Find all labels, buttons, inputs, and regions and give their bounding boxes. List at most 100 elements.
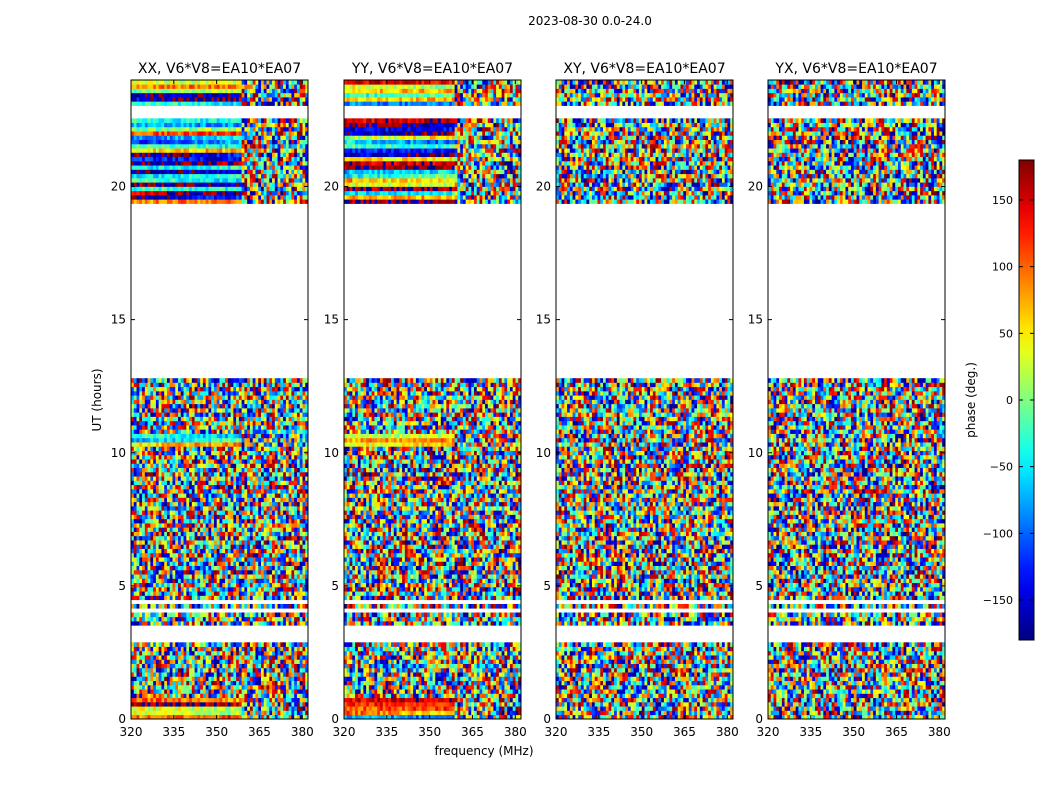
cell xyxy=(216,467,220,473)
cell xyxy=(233,420,237,426)
cell xyxy=(238,689,242,694)
cell xyxy=(211,557,215,562)
cell xyxy=(294,706,298,711)
cell xyxy=(302,535,306,541)
cell xyxy=(288,621,292,626)
cell xyxy=(175,437,179,443)
cell xyxy=(180,442,184,447)
cell xyxy=(133,480,137,486)
cell xyxy=(227,395,231,400)
cell xyxy=(216,408,220,413)
cell xyxy=(222,667,226,673)
cell xyxy=(294,557,298,562)
cell xyxy=(227,591,231,596)
cell xyxy=(142,420,146,426)
cell xyxy=(216,523,220,528)
cell xyxy=(238,676,242,682)
cell xyxy=(266,535,270,541)
cell xyxy=(236,497,240,503)
cell xyxy=(260,382,265,388)
cell xyxy=(241,642,245,647)
cell xyxy=(216,650,220,656)
cell xyxy=(166,382,171,388)
cell xyxy=(202,450,207,456)
cell xyxy=(216,561,220,566)
cell xyxy=(227,684,231,690)
cell xyxy=(133,595,137,601)
cell xyxy=(211,454,215,460)
cell xyxy=(274,484,278,490)
cell xyxy=(158,672,162,677)
cell xyxy=(219,535,223,541)
cell xyxy=(244,621,248,626)
cell xyxy=(202,586,207,592)
cell xyxy=(131,689,135,694)
cell xyxy=(244,612,248,618)
cell xyxy=(227,523,231,528)
cell xyxy=(299,514,303,520)
cell xyxy=(164,667,168,673)
cell xyxy=(280,672,284,677)
cell xyxy=(178,710,182,716)
cell xyxy=(258,527,262,532)
cell xyxy=(299,659,303,664)
cell xyxy=(305,463,309,469)
cell xyxy=(263,476,267,481)
cell xyxy=(216,386,220,392)
cell xyxy=(236,697,240,703)
cell xyxy=(280,535,284,541)
cell xyxy=(263,561,267,566)
cell xyxy=(133,655,137,660)
cell xyxy=(272,425,276,430)
cell xyxy=(169,416,173,422)
cell xyxy=(241,582,245,588)
cell xyxy=(211,382,215,388)
cell xyxy=(255,433,259,439)
cell xyxy=(291,454,295,460)
cell xyxy=(186,420,190,426)
cell xyxy=(296,544,301,549)
cell xyxy=(153,574,157,579)
cell xyxy=(285,518,289,524)
cell xyxy=(164,527,168,532)
cell xyxy=(133,199,137,204)
cell xyxy=(213,561,218,566)
cell xyxy=(139,493,143,498)
cell xyxy=(274,706,278,711)
cell xyxy=(260,523,265,528)
cell xyxy=(283,650,287,656)
cell xyxy=(205,680,209,686)
cell xyxy=(202,454,207,460)
cell xyxy=(274,710,278,716)
cell xyxy=(189,693,193,699)
cell xyxy=(219,531,223,537)
cell xyxy=(277,459,281,464)
cell xyxy=(233,672,237,677)
cell xyxy=(283,582,287,588)
cell xyxy=(291,437,295,443)
cell xyxy=(191,693,195,699)
cell xyxy=(175,420,179,426)
cell xyxy=(191,480,195,486)
cell xyxy=(277,693,281,699)
cell xyxy=(166,514,171,520)
cell xyxy=(158,514,162,520)
cell xyxy=(166,684,171,690)
cell xyxy=(136,680,140,686)
cell xyxy=(227,612,231,618)
cell xyxy=(131,544,135,549)
cell xyxy=(194,552,198,558)
cell xyxy=(280,510,284,515)
cell xyxy=(216,480,220,486)
cell xyxy=(263,463,267,469)
cell xyxy=(189,437,193,443)
cell xyxy=(299,565,303,571)
cell xyxy=(263,186,267,192)
cell xyxy=(213,186,218,192)
cell xyxy=(230,395,234,400)
cell xyxy=(164,595,168,601)
cell xyxy=(288,442,292,447)
cell xyxy=(252,484,256,490)
cell xyxy=(180,693,184,699)
cell xyxy=(263,420,267,426)
